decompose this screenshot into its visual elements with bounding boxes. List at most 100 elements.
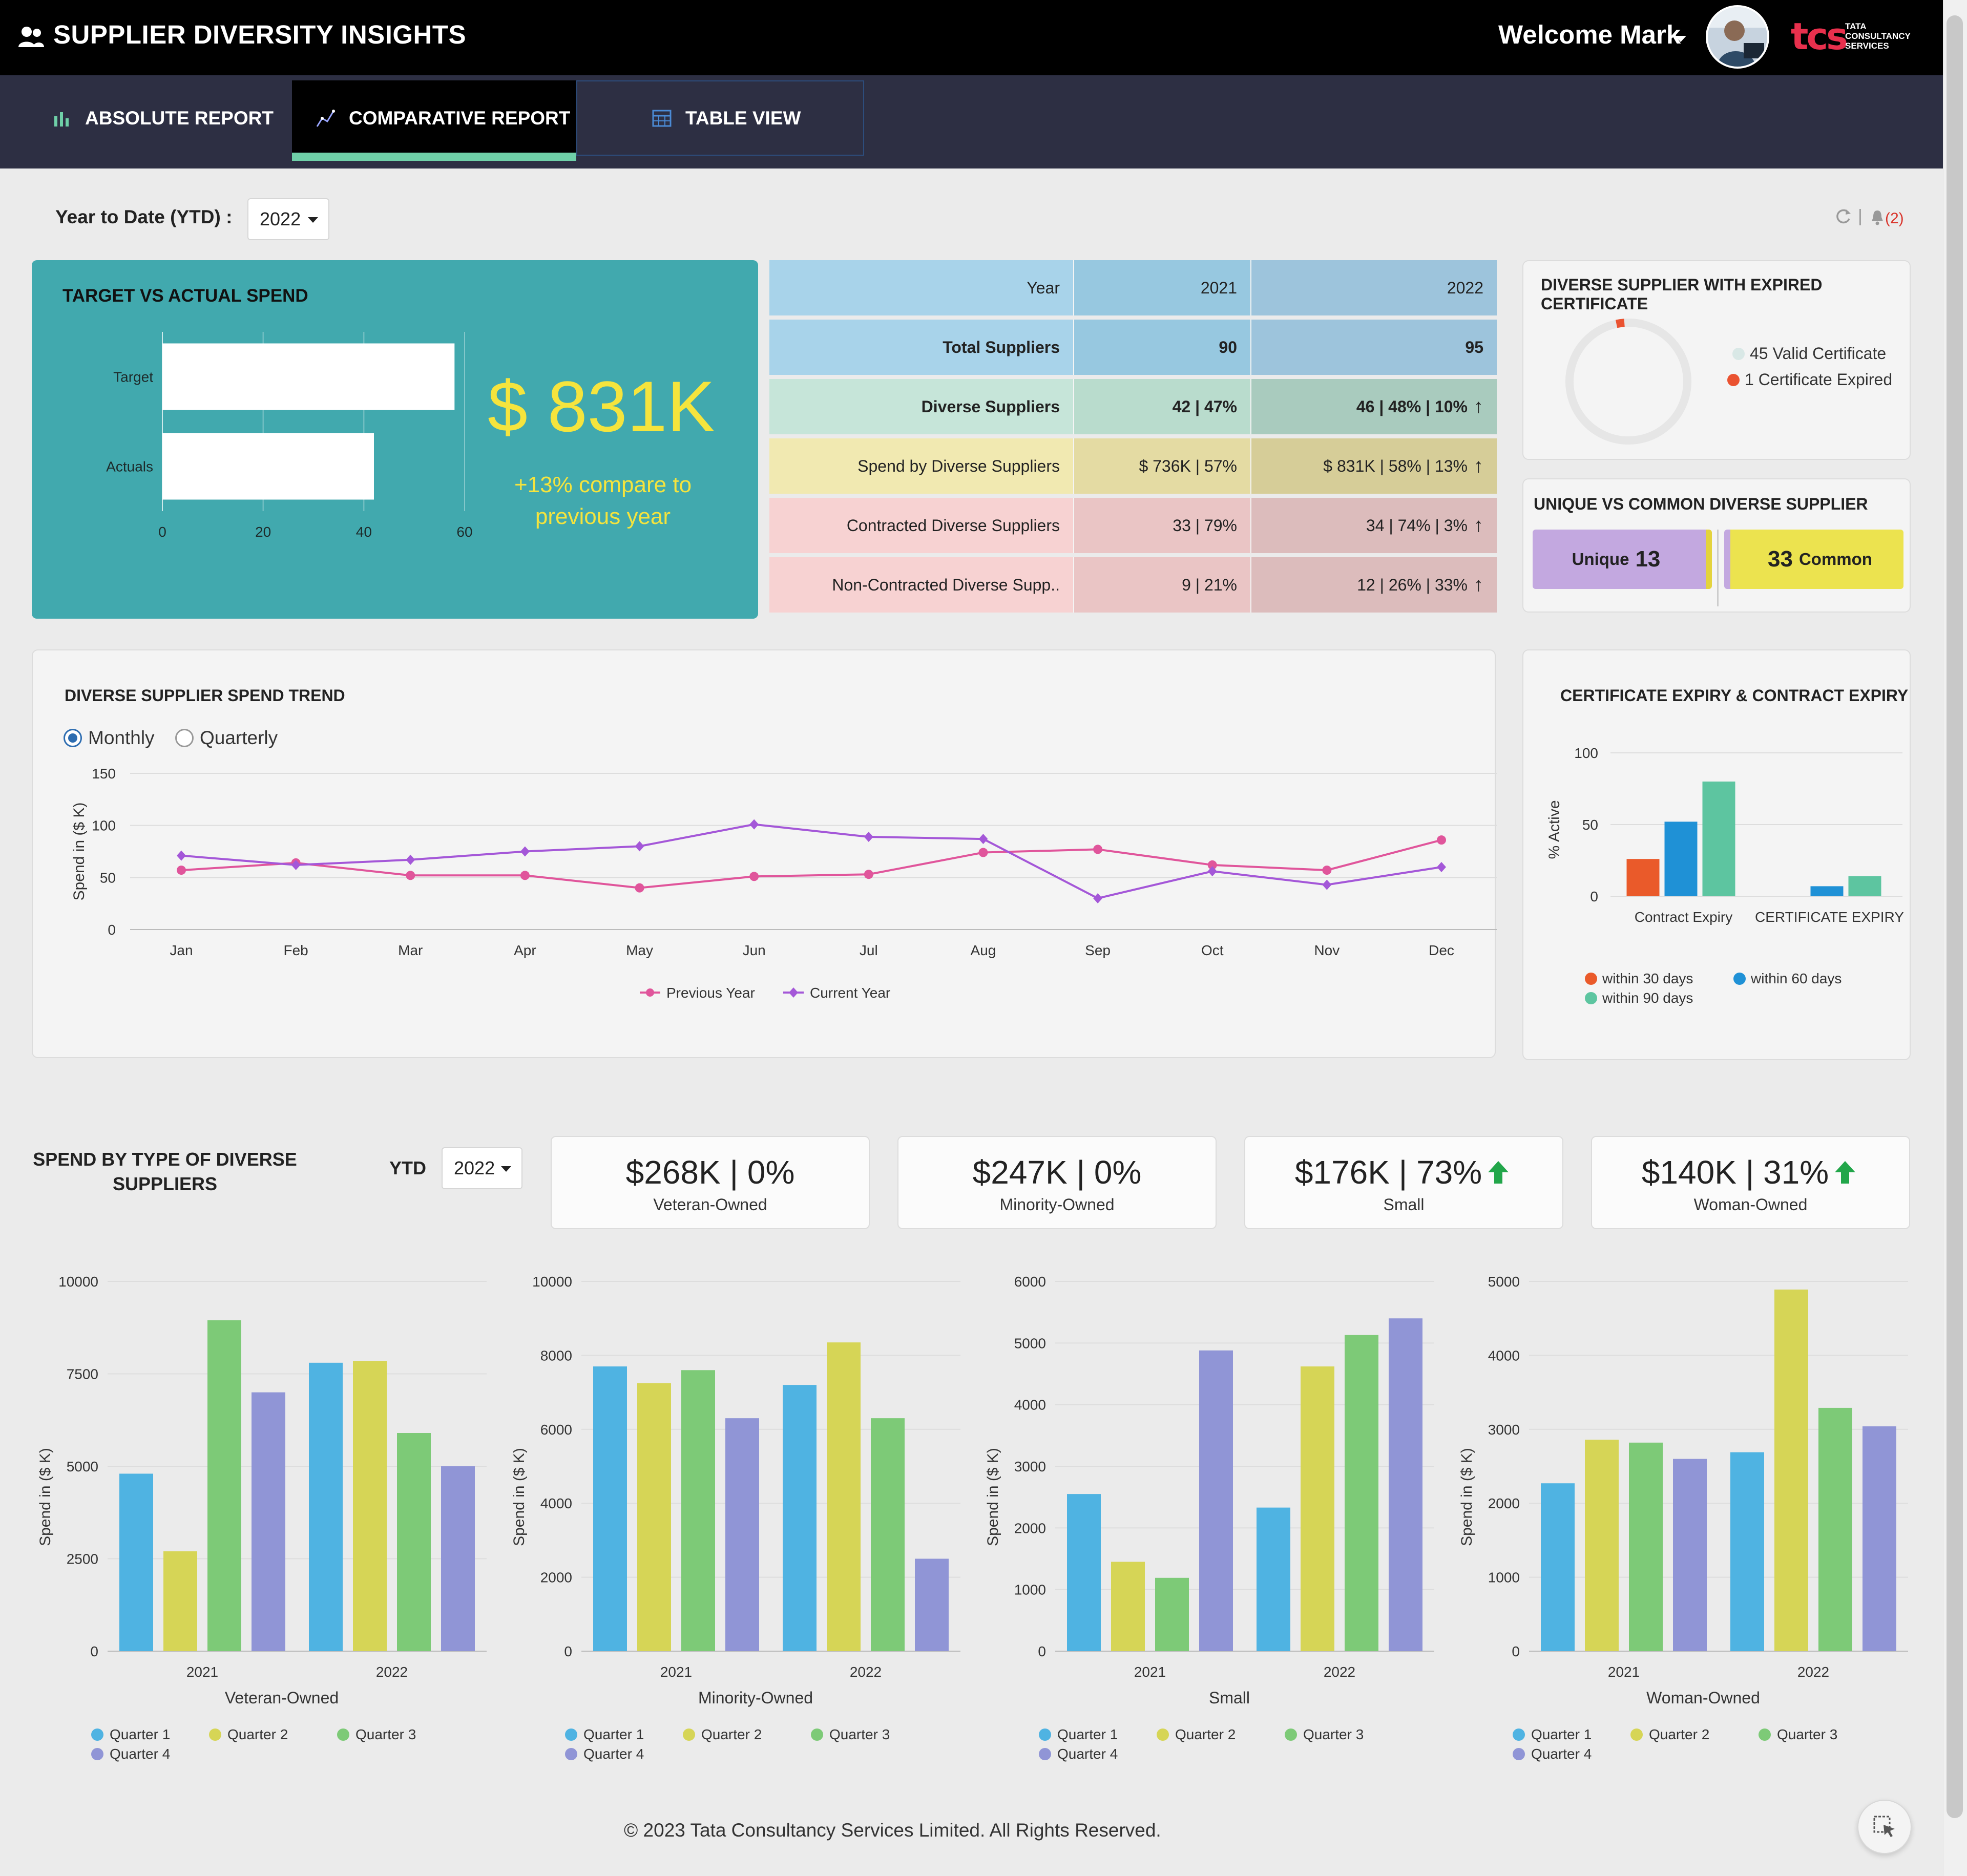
legend-dot: [811, 1729, 823, 1741]
row-label: Contracted Diverse Suppliers: [769, 498, 1074, 553]
spend-year-select[interactable]: 2022: [442, 1147, 522, 1189]
bar: [1345, 1335, 1378, 1651]
bar: [1067, 1494, 1101, 1651]
y-tick-label: 0: [1038, 1643, 1046, 1659]
data-point: [864, 832, 873, 842]
y-tick-label: 2500: [67, 1551, 98, 1567]
legend-label: Quarter 1: [1057, 1726, 1118, 1742]
x-category-label: 2022: [1797, 1664, 1829, 1680]
expiry-bar-chart: 0 50 100 % Active Contract Expiry CERTIFICATE…: [1546, 745, 1904, 925]
radio-quarterly[interactable]: Quarterly: [175, 727, 278, 749]
y-tick-label: 8000: [540, 1347, 572, 1363]
bar: [915, 1558, 949, 1651]
y-tick-label: 2000: [540, 1570, 572, 1586]
bar: [309, 1362, 343, 1651]
x-tick-label: Jul: [860, 942, 878, 958]
year-select[interactable]: 2022: [247, 198, 329, 240]
data-point: [635, 841, 644, 852]
data-point: [291, 859, 301, 870]
cell-2022-value: 34 | 74% | 3%: [1366, 516, 1468, 535]
kpi-label: Veteran-Owned: [653, 1195, 767, 1214]
certificate-donut-chart: [1565, 319, 1691, 445]
data-point: [978, 848, 988, 857]
x-axis-label: Veteran-Owned: [225, 1689, 339, 1707]
header-cell-2021: 2021: [1074, 260, 1251, 315]
x-tick-label: Jun: [743, 942, 766, 958]
notification-count[interactable]: (2): [1885, 210, 1904, 227]
data-point: [1322, 879, 1332, 890]
bar: [1863, 1426, 1896, 1651]
avatar-photo: [1708, 7, 1767, 67]
bar: [1389, 1318, 1422, 1651]
data-point: [520, 871, 530, 880]
user-menu-welcome[interactable]: Welcome Mark: [1498, 20, 1681, 49]
x-tick-label: 20: [255, 524, 271, 540]
legend-dot: [1585, 973, 1597, 985]
legend-dot: [1513, 1748, 1525, 1760]
data-point: [1322, 866, 1332, 875]
app-title: SUPPLIER DIVERSITY INSIGHTS: [53, 20, 467, 49]
unique-supplier-box[interactable]: Unique 13: [1533, 530, 1712, 589]
legend-label: Quarter 1: [1531, 1726, 1592, 1742]
card-title: CERTIFICATE EXPIRY & CONTRACT EXPIRY: [1560, 686, 1909, 705]
legend-dot: [337, 1729, 349, 1741]
legend-dot: [683, 1729, 695, 1741]
legend-item: within 60 days: [1733, 971, 1842, 987]
kpi-small: $176K | 73% Small: [1244, 1136, 1563, 1229]
bar: [1301, 1366, 1334, 1651]
chevron-down-icon[interactable]: [1675, 36, 1686, 42]
radio-label: Monthly: [88, 727, 155, 748]
x-category-label: 2022: [850, 1664, 882, 1680]
tab-absolute-report[interactable]: ABSOLUTE REPORT: [31, 80, 287, 156]
bell-icon[interactable]: [1870, 209, 1885, 225]
common-supplier-box[interactable]: 33 Common: [1724, 530, 1903, 589]
tcs-logo-line: CONSULTANCY: [1845, 31, 1911, 41]
common-label: Common: [1798, 550, 1872, 568]
cell-2022-value: 95: [1465, 338, 1483, 356]
bar: [252, 1392, 285, 1651]
card-title: UNIQUE VS COMMON DIVERSE SUPPLIER: [1534, 495, 1868, 513]
legend-dot: [209, 1729, 221, 1741]
y-axis-label: Spend in ($ K): [37, 1448, 54, 1546]
refresh-icon[interactable]: [1834, 207, 1852, 226]
legend-dot: [1513, 1729, 1525, 1741]
radio-button[interactable]: [175, 729, 194, 747]
line-chart-icon: [316, 109, 335, 127]
legend-label: Quarter 4: [1057, 1746, 1118, 1762]
kpi-label: Woman-Owned: [1693, 1195, 1808, 1214]
cell-2021: 90: [1074, 320, 1251, 375]
target-vs-actual-chart: 0 20 40 60 Target Actuals: [106, 332, 473, 540]
tab-table-view[interactable]: TABLE VIEW: [576, 80, 864, 156]
tab-comparative-report[interactable]: COMPARATIVE REPORT: [292, 80, 576, 156]
data-point: [749, 872, 759, 881]
actual-spend-value: $ 831K: [488, 366, 715, 447]
legend-label: Quarter 3: [1303, 1726, 1364, 1742]
radio-monthly[interactable]: Monthly: [64, 727, 155, 749]
kpi-label: Small: [1383, 1195, 1425, 1214]
y-tick-label: 10000: [532, 1274, 572, 1290]
legend-dot: [1733, 973, 1746, 985]
legend-item: within 30 days: [1585, 971, 1693, 987]
header-cell-2022: 2022: [1251, 260, 1497, 315]
y-category-label: Target: [113, 369, 153, 385]
radio-button-checked[interactable]: [64, 729, 82, 747]
scrollbar-thumb[interactable]: [1947, 15, 1963, 1818]
bar: [1774, 1289, 1808, 1651]
legend-label: Quarter 4: [583, 1746, 644, 1762]
legend-label: Quarter 1: [110, 1726, 170, 1742]
bar: [1199, 1350, 1233, 1651]
cursor-select-button[interactable]: [1857, 1800, 1912, 1854]
legend-label: Quarter 2: [1175, 1726, 1236, 1742]
kpi-veteran-owned: $268K | 0% Veteran-Owned: [551, 1136, 870, 1229]
bar: [1664, 821, 1698, 896]
spend-trend-line-chart: 0 50 100 150 Spend in ($ K) Jan Feb Mar Apr May Ju…: [71, 766, 1497, 1001]
x-tick-label: May: [626, 942, 653, 958]
data-point: [520, 846, 530, 857]
y-tick-label: 0: [1590, 889, 1598, 904]
avatar[interactable]: [1706, 5, 1769, 69]
data-point: [635, 883, 644, 893]
active-tab-indicator: [292, 153, 576, 161]
legend-dot: [1630, 1729, 1643, 1741]
year-select-value: 2022: [260, 208, 301, 229]
x-category-label: 2021: [660, 1664, 692, 1680]
